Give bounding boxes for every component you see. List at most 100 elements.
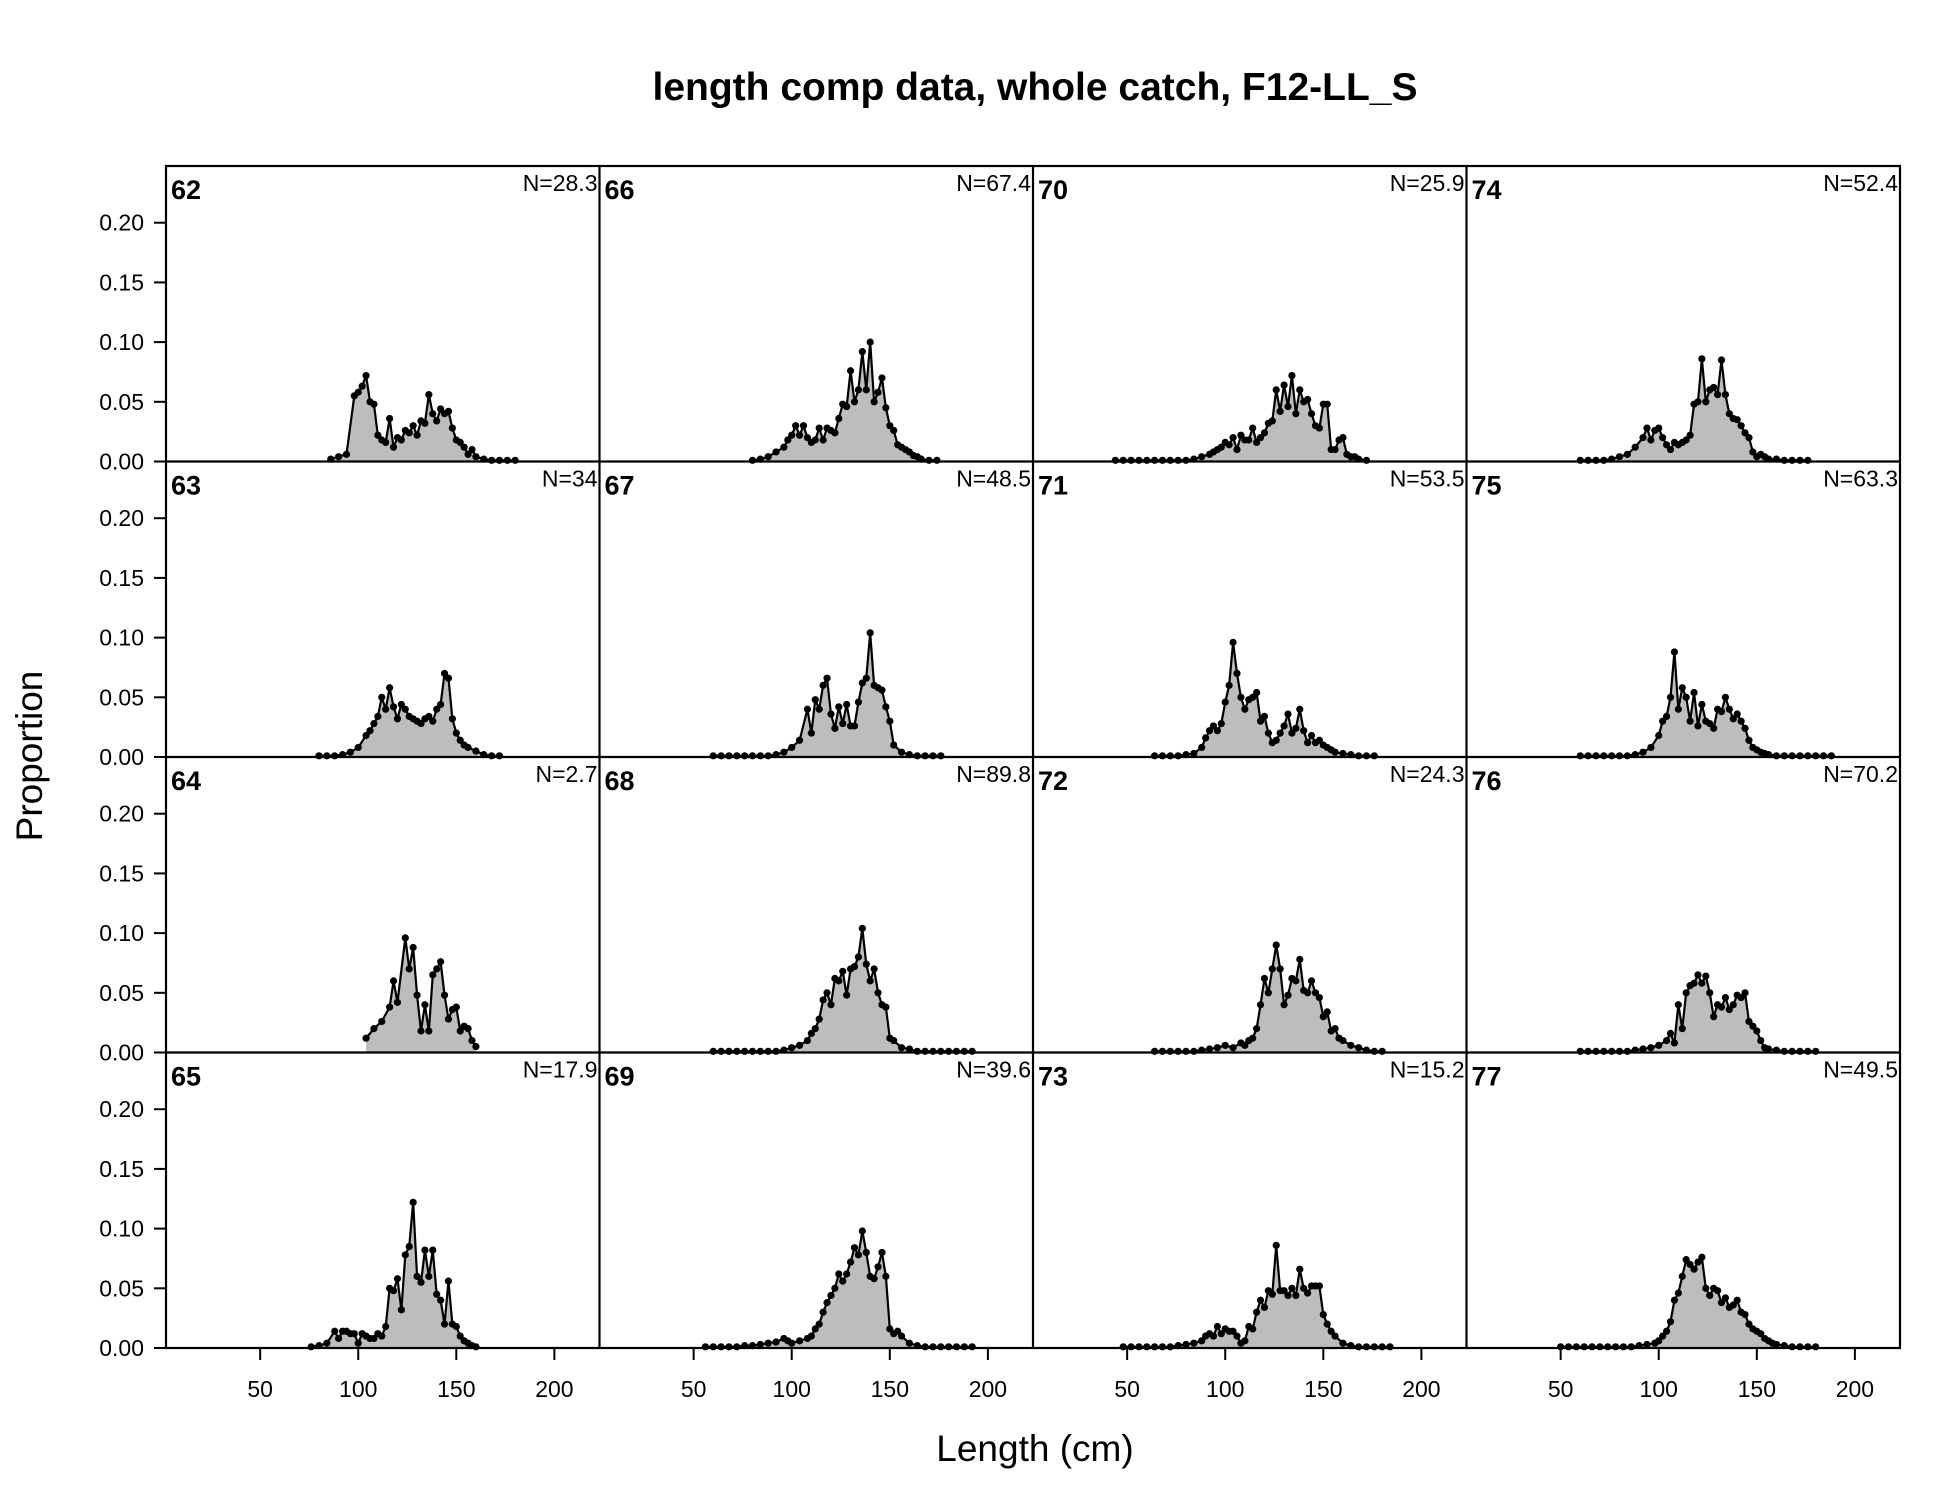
- data-point: [1576, 752, 1584, 760]
- data-point: [444, 1015, 453, 1023]
- data-point: [417, 719, 425, 728]
- x-tick-label: 50: [1114, 1376, 1140, 1402]
- data-point: [1249, 693, 1257, 701]
- data-point: [342, 450, 351, 458]
- data-point: [1272, 941, 1280, 949]
- data-point: [1307, 731, 1316, 740]
- panel-76: 76 N=70.2: [1472, 761, 1898, 1055]
- data-point: [811, 1025, 819, 1033]
- y-tick-label: 0.10: [99, 1216, 144, 1242]
- data-point: [1241, 1041, 1249, 1049]
- data-point: [1190, 1047, 1198, 1055]
- data-point: [1670, 648, 1679, 656]
- data-point: [389, 1287, 398, 1295]
- data-point: [488, 456, 496, 464]
- data-point: [307, 1343, 315, 1351]
- y-tick-label: 0.10: [99, 920, 144, 946]
- data-point: [1272, 1241, 1280, 1249]
- panel-73: 73 N=15.2 50 100 150 200: [1038, 1057, 1465, 1403]
- data-point: [1717, 356, 1726, 364]
- data-point: [1655, 1337, 1663, 1345]
- data-point: [1706, 989, 1714, 997]
- y-tick-label: 0.00: [99, 449, 144, 475]
- data-point: [1119, 1343, 1127, 1351]
- data-point: [1698, 1253, 1706, 1261]
- data-point: [1288, 729, 1296, 737]
- panel-n-label: N=15.2: [1390, 1057, 1465, 1083]
- area-fill: [311, 1202, 476, 1348]
- x-axis-label: Length (cm): [936, 1428, 1133, 1469]
- data-point: [1812, 752, 1820, 760]
- data-point: [1812, 1343, 1820, 1351]
- panel-year-label: 73: [1038, 1062, 1068, 1092]
- panel-n-label: N=28.3: [523, 170, 598, 196]
- x-tick-label: 200: [969, 1376, 1007, 1402]
- data-point: [788, 1339, 796, 1347]
- data-point: [1229, 1327, 1237, 1335]
- data-point: [1564, 1343, 1573, 1351]
- data-point: [756, 1047, 764, 1055]
- data-point: [835, 1270, 843, 1278]
- area-fill: [330, 375, 516, 462]
- data-point: [858, 679, 866, 687]
- data-point: [472, 1042, 480, 1051]
- data-point: [389, 703, 398, 711]
- data-point: [440, 669, 449, 678]
- data-point: [1694, 1258, 1702, 1266]
- data-point: [1694, 398, 1702, 406]
- data-point: [1670, 1296, 1679, 1304]
- data-point: [331, 1327, 339, 1335]
- data-point: [862, 674, 870, 682]
- data-point: [1655, 1041, 1663, 1049]
- data-point: [882, 1272, 890, 1280]
- data-point: [464, 1025, 472, 1033]
- data-point: [1592, 1047, 1600, 1055]
- data-point: [1135, 1343, 1143, 1351]
- data-point: [1584, 752, 1592, 760]
- data-point: [725, 752, 733, 760]
- data-point: [929, 752, 937, 760]
- data-point: [854, 953, 863, 961]
- data-point: [1686, 717, 1694, 725]
- data-point: [890, 426, 898, 435]
- data-point: [1213, 727, 1221, 735]
- data-point: [1174, 1047, 1182, 1055]
- data-point: [358, 382, 366, 390]
- data-point: [1729, 1001, 1737, 1009]
- panel-n-label: N=48.5: [956, 466, 1031, 492]
- data-point: [1292, 977, 1300, 985]
- data-point: [1804, 1343, 1812, 1351]
- data-point: [819, 996, 827, 1004]
- data-point: [1253, 1025, 1261, 1033]
- data-point: [429, 410, 437, 418]
- data-point: [468, 445, 476, 454]
- data-point: [717, 752, 725, 760]
- data-point: [772, 448, 780, 456]
- data-point: [429, 971, 437, 979]
- data-point: [1378, 1047, 1386, 1055]
- data-point: [1678, 684, 1686, 692]
- data-point: [1225, 441, 1233, 449]
- data-point: [1151, 752, 1159, 760]
- panel-year-label: 65: [171, 1062, 201, 1092]
- data-point: [1674, 1001, 1682, 1009]
- data-point: [1600, 1047, 1608, 1055]
- data-point: [968, 1343, 976, 1351]
- data-point: [1623, 1047, 1631, 1055]
- data-point: [370, 1334, 378, 1343]
- data-point: [1670, 1039, 1679, 1047]
- data-point: [1655, 424, 1663, 432]
- data-point: [1268, 965, 1276, 973]
- panel-66: 66 N=67.4: [605, 170, 1031, 464]
- data-point: [323, 1339, 331, 1347]
- data-point: [1288, 1284, 1296, 1292]
- data-point: [1198, 743, 1206, 752]
- panel-year-label: 76: [1472, 766, 1502, 796]
- data-point: [437, 700, 445, 709]
- data-point: [1576, 456, 1584, 464]
- panel-n-label: N=34: [542, 466, 598, 492]
- data-point: [807, 1332, 815, 1340]
- data-point: [846, 1258, 855, 1266]
- y-tick-label: 0.20: [99, 801, 144, 827]
- data-point: [1643, 1340, 1651, 1349]
